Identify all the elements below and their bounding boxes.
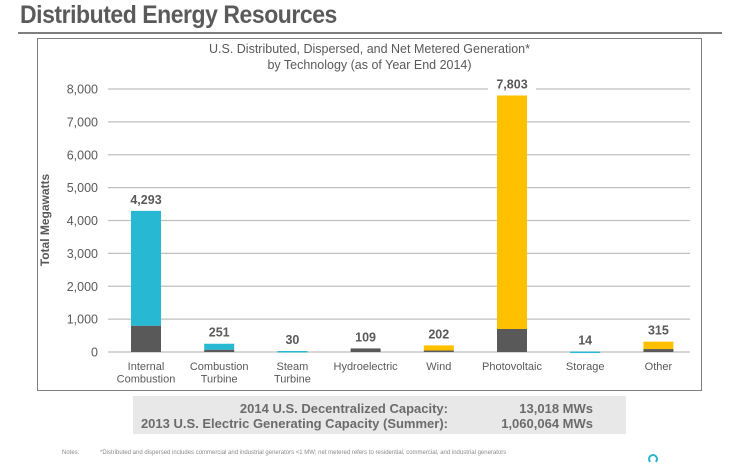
y-tick-labels: 0 1,000 2,000 3,000 4,000 5,000 6,000 7,000 8,00… — [67, 83, 98, 360]
y-tick-label: 5,000 — [67, 181, 98, 195]
x-tick-label: Combustion — [117, 374, 176, 386]
bar-segment-lower — [423, 350, 454, 352]
y-tick-label: 3,000 — [67, 247, 98, 261]
bar-chart: 0 1,000 2,000 3,000 4,000 5,000 6,000 7,000 8,00… — [38, 75, 690, 386]
summary-label-decentralized: 2014 U.S. Decentralized Capacity: — [239, 401, 448, 416]
data-label-bg — [124, 190, 168, 207]
x-tick-label: Turbine — [201, 374, 238, 386]
chart-title: U.S. Distributed, Dispersed, and Net Met… — [209, 42, 530, 56]
x-tick-label: Wind — [426, 361, 451, 373]
logo-icon — [648, 454, 658, 464]
data-label: 202 — [428, 327, 449, 341]
x-tick-label: Turbine — [274, 374, 311, 386]
x-tick-label: Storage — [566, 361, 605, 373]
bar-segment-lower — [350, 348, 381, 352]
chart-title-block: U.S. Distributed, Dispersed, and Net Met… — [37, 41, 702, 73]
notes-text: *Distributed and dispersed includes comm… — [100, 450, 507, 456]
data-label: 14 — [578, 334, 592, 348]
bar-segment-lower — [497, 328, 527, 352]
x-tick-label: Other — [645, 361, 673, 373]
x-tick-label: Hydroelectric — [334, 361, 399, 373]
data-labels: 4,293 251 30 109 202 7,803 14 315 — [124, 75, 669, 348]
bar-segment-upper — [570, 351, 601, 354]
data-label: 315 — [648, 324, 669, 338]
y-tick-label: 2,000 — [67, 280, 98, 294]
data-label: 251 — [209, 326, 230, 340]
bar-segment-lower — [204, 349, 235, 352]
bar-segment-upper — [423, 345, 454, 351]
x-tick-label: Internal — [128, 361, 165, 373]
gridlines — [108, 88, 690, 353]
summary-value-generating: 1,060,064 MWs — [501, 416, 593, 431]
bar-segment-upper — [277, 351, 308, 353]
summary-label-generating: 2013 U.S. Electric Generating Capacity (… — [140, 416, 448, 431]
chart-frame — [37, 38, 702, 391]
title-divider — [18, 32, 722, 34]
data-label: 7,803 — [496, 77, 527, 91]
y-tick-label: 6,000 — [67, 148, 98, 162]
data-label: 4,293 — [130, 193, 161, 207]
x-tick-label: Photovoltaic — [482, 361, 542, 373]
summary-box: 2014 U.S. Decentralized Capacity: 13,018… — [133, 396, 626, 434]
y-tick-label: 4,000 — [67, 214, 98, 228]
y-axis-label: Total Megawatts — [38, 173, 52, 266]
summary-value-decentralized: 13,018 MWs — [519, 401, 593, 416]
data-label-bg — [488, 75, 536, 92]
bars — [131, 95, 674, 354]
bar-segment-lower — [131, 325, 161, 352]
y-tick-label: 7,000 — [67, 115, 98, 129]
x-tick-label: Steam — [277, 361, 309, 373]
x-tick-label: Combustion — [190, 361, 249, 373]
bar-segment-upper — [643, 341, 674, 350]
data-label: 30 — [285, 333, 299, 347]
y-tick-label: 1,000 — [67, 313, 98, 327]
bar-segment-lower — [643, 349, 674, 352]
y-tick-label: 0 — [91, 346, 98, 360]
page-title: Distributed Energy Resources — [20, 1, 337, 29]
y-tick-label: 8,000 — [67, 83, 98, 97]
notes-label: Notes: — [62, 450, 80, 456]
bar-segment-upper — [497, 95, 527, 329]
data-label: 109 — [355, 330, 376, 344]
chart-subtitle: by Technology (as of Year End 2014) — [267, 58, 472, 72]
x-tick-labels: InternalCombustionCombustionTurbineSteam… — [117, 361, 673, 386]
bar-segment-upper — [131, 210, 161, 326]
bar-segment-upper — [204, 343, 235, 350]
